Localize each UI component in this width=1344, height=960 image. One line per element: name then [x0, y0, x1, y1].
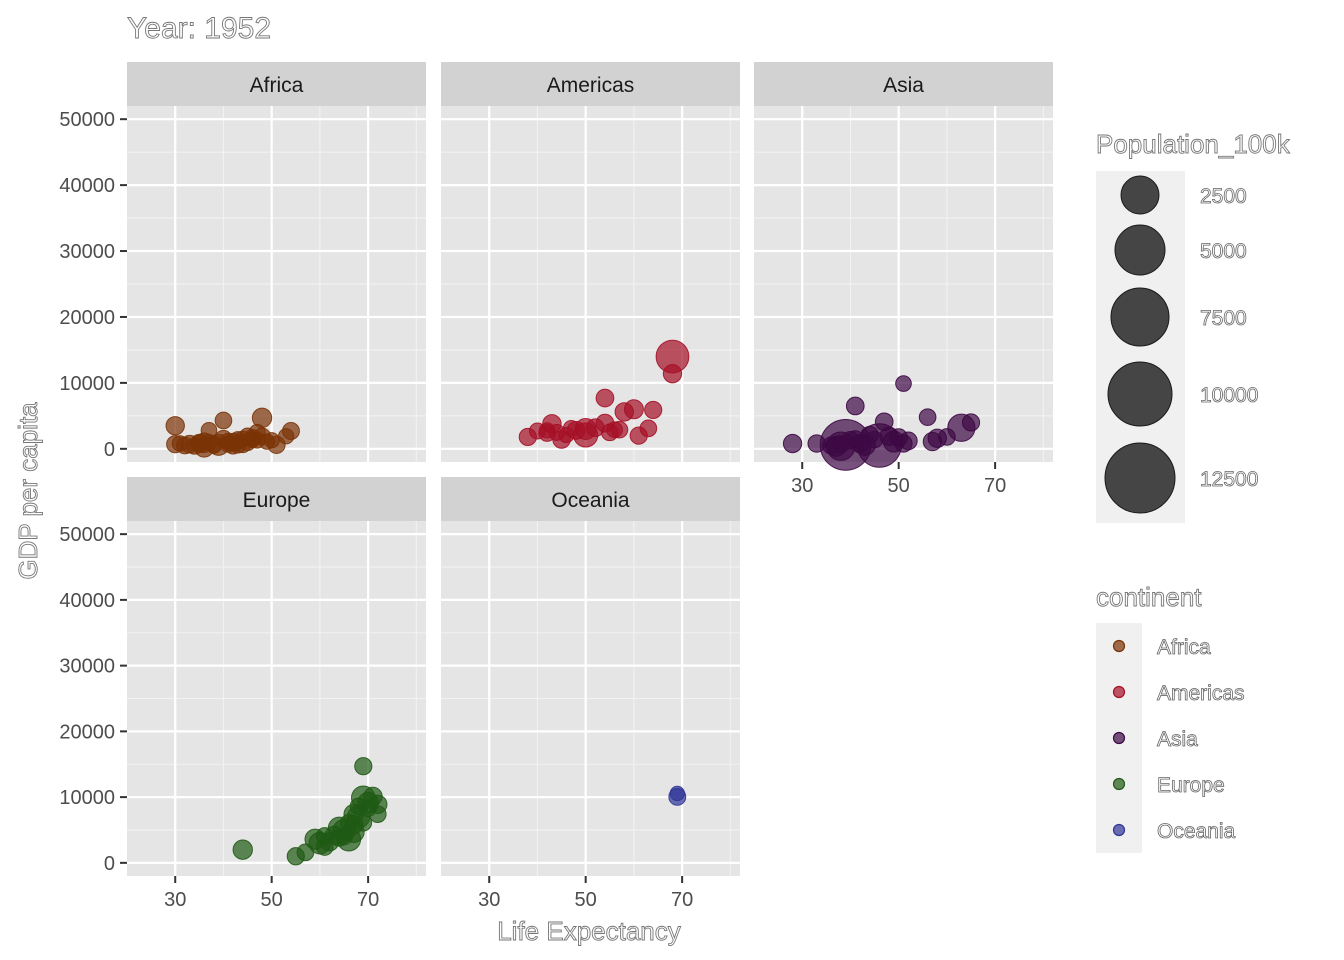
data-point: [644, 400, 663, 420]
data-point: [662, 363, 683, 384]
size-legend-title: Population_100k: [1096, 129, 1291, 159]
x-tick-label: 30: [164, 889, 186, 911]
y-tick-label: 40000: [59, 175, 115, 197]
data-point: [214, 411, 233, 430]
size-legend-key: [1114, 224, 1166, 276]
facet-strip: [441, 477, 740, 521]
data-point: [845, 396, 865, 416]
size-legend-label: 5000: [1200, 240, 1247, 263]
facet-strip: [127, 62, 426, 106]
data-point: [895, 375, 912, 392]
x-tick-label: 30: [791, 475, 813, 497]
data-point: [368, 805, 387, 824]
size-legend-key: [1107, 361, 1173, 427]
color-legend-title: continent: [1096, 582, 1202, 612]
facet-strip-label: Africa: [250, 74, 304, 97]
panel-oceania: Oceania 30 50 70: [441, 477, 740, 911]
data-point: [278, 428, 295, 445]
data-point: [232, 839, 253, 860]
data-point: [614, 402, 634, 422]
facet-strip-label: Asia: [883, 74, 924, 97]
data-point: [595, 388, 615, 408]
size-legend-label: 12500: [1200, 468, 1258, 491]
color-legend-label: Europe: [1157, 774, 1225, 797]
x-axis-title: Life Expectancy: [497, 916, 681, 946]
data-point: [315, 827, 334, 845]
data-point: [606, 421, 623, 439]
x-tick-label: 50: [575, 889, 597, 911]
color-legend-key: [1112, 823, 1126, 837]
facet-strip: [441, 62, 740, 106]
facet-strip: [127, 477, 426, 521]
y-tick-label: 0: [104, 439, 115, 461]
data-point: [961, 413, 981, 432]
y-axis-title: GDP per capita: [13, 402, 43, 580]
chart-title: Year: 1952: [127, 12, 271, 45]
size-legend-key: [1104, 442, 1176, 514]
panel-asia: Asia 30 50 70: [754, 62, 1053, 497]
size-legend: Population_100k 2500 5000 7500 10000 12500: [1096, 129, 1291, 523]
data-point: [782, 433, 803, 454]
data-point: [200, 422, 218, 439]
y-tick-label: 20000: [59, 721, 115, 743]
data-point: [263, 432, 280, 449]
y-tick-label: 20000: [59, 307, 115, 329]
x-tick-label: 70: [984, 475, 1006, 497]
x-tick-label: 50: [888, 475, 910, 497]
data-point: [846, 430, 864, 448]
color-legend-label: Africa: [1157, 636, 1211, 659]
size-legend-label: 7500: [1200, 307, 1247, 330]
size-legend-label: 2500: [1200, 185, 1247, 208]
data-point: [239, 427, 256, 444]
panel-europe: Europe 0 10000 20000 30000 40000 50000 30 50 70: [59, 477, 426, 911]
facet-strip-label: Europe: [243, 489, 311, 512]
x-tick-label: 70: [357, 889, 379, 911]
color-legend-label: Asia: [1157, 728, 1198, 751]
size-legend-key: [1120, 175, 1160, 215]
y-tick-label: 0: [104, 853, 115, 875]
y-tick-label: 30000: [59, 241, 115, 263]
panel-africa: Africa 0 10000 20000 30000 40000 50000: [59, 62, 426, 462]
y-tick-label: 10000: [59, 787, 115, 809]
y-tick-label: 50000: [59, 524, 115, 546]
data-point: [354, 757, 373, 776]
color-legend-key: [1112, 777, 1126, 791]
color-legend-key: [1112, 639, 1126, 653]
data-point: [165, 416, 185, 436]
data-point: [918, 408, 937, 426]
color-legend-key: [1112, 731, 1126, 745]
data-point: [558, 426, 575, 444]
color-legend-key: [1112, 685, 1126, 699]
size-legend-label: 10000: [1200, 384, 1258, 407]
y-tick-label: 10000: [59, 373, 115, 395]
data-point: [171, 435, 189, 452]
y-tick-label: 50000: [59, 109, 115, 131]
facet-panels: Africa 0 10000 20000 30000 40000 50000 Americas…: [59, 62, 1053, 911]
x-tick-label: 30: [478, 889, 500, 911]
panel-americas: Americas: [441, 62, 740, 462]
facet-strip-label: Oceania: [551, 489, 630, 512]
x-tick-label: 50: [261, 889, 283, 911]
color-legend: continent Africa Americas Asia Europe Oceania: [1096, 582, 1245, 853]
data-point: [894, 434, 913, 453]
facet-strip: [754, 62, 1053, 106]
data-point: [865, 430, 884, 449]
data-point: [196, 436, 213, 453]
data-point: [639, 419, 658, 438]
data-point: [874, 412, 894, 432]
data-point: [938, 428, 956, 446]
color-legend-label: Oceania: [1157, 820, 1236, 843]
x-tick-label: 70: [671, 889, 693, 911]
size-legend-key: [1110, 287, 1170, 347]
y-tick-label: 40000: [59, 590, 115, 612]
data-point: [538, 422, 556, 439]
data-point: [296, 843, 315, 862]
facet-strip-label: Americas: [547, 74, 635, 97]
y-tick-label: 30000: [59, 656, 115, 678]
data-point: [669, 785, 685, 802]
color-legend-label: Americas: [1157, 682, 1245, 705]
